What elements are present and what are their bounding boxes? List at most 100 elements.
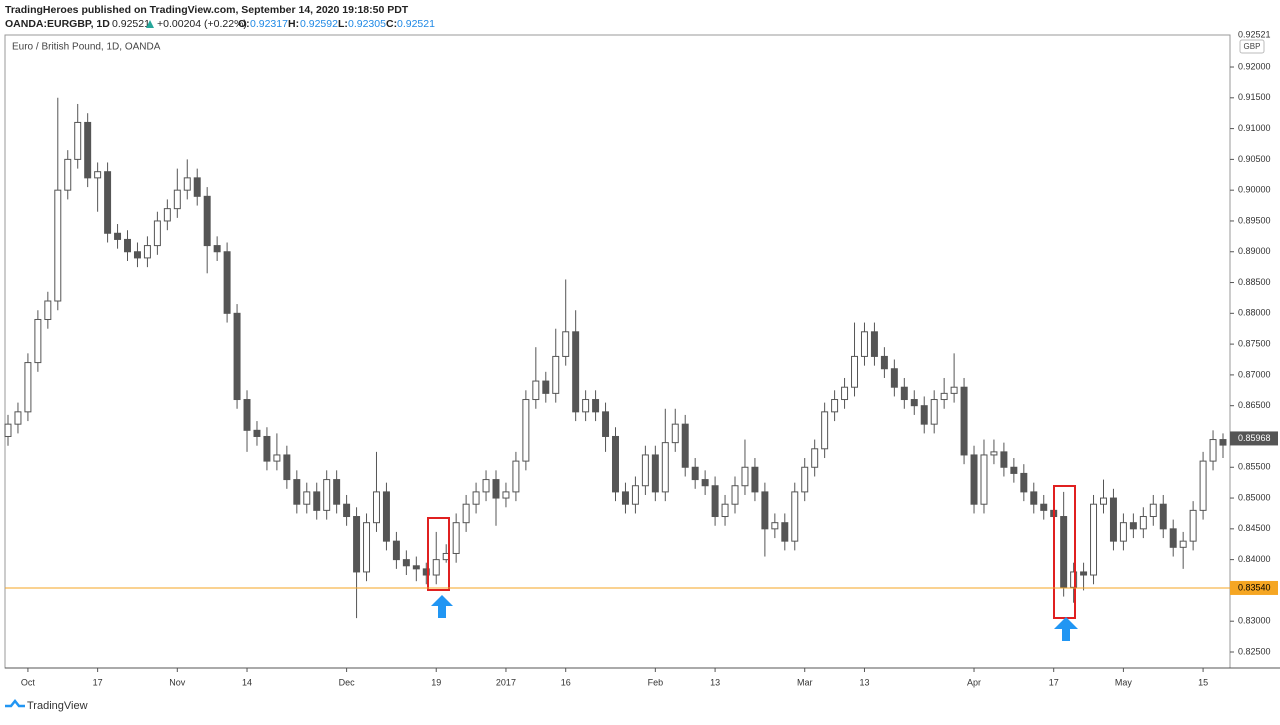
candle-body — [572, 331, 580, 413]
candle-body — [104, 171, 112, 234]
arrow-up — [431, 595, 453, 618]
candle-body — [1080, 571, 1088, 576]
y-tick-label: 0.90500 — [1238, 154, 1271, 164]
y-tick-label: 0.87500 — [1238, 338, 1271, 348]
candle-body — [681, 423, 689, 468]
y-tick-label: 0.90000 — [1238, 185, 1271, 195]
candle-body — [1030, 491, 1038, 505]
candle-body — [821, 411, 829, 450]
x-tick-label: 15 — [1198, 677, 1208, 687]
candle-body — [562, 331, 570, 357]
candle-body — [263, 435, 271, 462]
x-tick-label: 17 — [93, 677, 103, 687]
candle-body — [950, 386, 958, 394]
y-tick-label: 0.89000 — [1238, 246, 1271, 256]
candle-body — [592, 399, 600, 413]
candle-body — [482, 479, 490, 493]
candle-body — [612, 435, 619, 493]
y-tick-label: 0.91000 — [1238, 123, 1271, 133]
x-tick-label: 19 — [431, 677, 441, 687]
candle-body — [472, 491, 480, 505]
candle-body — [651, 454, 659, 493]
candle-body — [542, 380, 550, 394]
candle-body — [621, 491, 629, 505]
candle-body — [980, 454, 988, 505]
up-arrow-icon — [146, 20, 154, 28]
candle-body — [303, 491, 311, 505]
candle-body — [1199, 460, 1207, 511]
candle-body — [811, 448, 819, 468]
candle-body — [970, 454, 978, 505]
high-value: 0.92592 — [300, 18, 338, 30]
y-tick-label: 0.84000 — [1238, 554, 1271, 564]
chart-title: Euro / British Pound, 1D, OANDA — [12, 42, 161, 53]
candle-body — [492, 479, 500, 499]
x-tick-label: 16 — [561, 677, 571, 687]
candle-body — [1219, 439, 1227, 446]
candle-body — [691, 466, 699, 481]
candles — [4, 97, 1227, 619]
open-label: O: — [238, 18, 250, 30]
level-label: 0.83540 — [1238, 582, 1271, 592]
candle-body — [801, 466, 809, 493]
candle-body — [1000, 451, 1008, 468]
candle-body — [900, 386, 908, 401]
candle-body — [1060, 516, 1068, 588]
candle-body — [14, 411, 22, 425]
publisher-line: TradingHeroes published on TradingView.c… — [5, 4, 409, 16]
x-tick-label: 13 — [859, 677, 869, 687]
candle-body — [1020, 472, 1028, 493]
y-tick-label: 0.86500 — [1238, 400, 1271, 410]
symbol: OANDA:EURGBP, 1D — [5, 18, 110, 30]
candle-body — [203, 195, 211, 247]
candle-body — [990, 451, 998, 456]
candle-body — [791, 491, 799, 542]
candle-body — [1109, 497, 1117, 542]
candle-body — [711, 485, 719, 518]
candle-body — [223, 251, 231, 314]
candle-body — [1040, 503, 1048, 511]
candle-body — [193, 177, 201, 197]
candle-body — [1119, 522, 1127, 542]
candle-body — [661, 442, 669, 493]
candle-body — [831, 399, 839, 413]
candle-body — [532, 380, 540, 401]
x-tick-label: Apr — [967, 677, 981, 687]
candle-body — [133, 251, 141, 259]
candle-body — [751, 466, 759, 493]
low-label: L: — [338, 18, 348, 30]
candle-body — [1129, 522, 1137, 530]
y-tick-label: 0.83000 — [1238, 616, 1271, 626]
candle-body — [402, 559, 410, 567]
candle-body — [522, 399, 530, 462]
candle-body — [363, 522, 371, 573]
footer-brand: TradingView — [27, 700, 88, 712]
y-tick-label: 0.89500 — [1238, 215, 1271, 225]
candle-body — [124, 238, 131, 253]
candle-body — [1139, 516, 1147, 530]
y-tick-label: 0.85000 — [1238, 492, 1271, 502]
candle-body — [1149, 503, 1157, 518]
candle-body — [273, 454, 281, 462]
candle-body — [781, 522, 789, 542]
candle-body — [1090, 503, 1098, 576]
candle-body — [552, 355, 560, 394]
candle-body — [183, 177, 191, 191]
candle-body — [253, 429, 261, 437]
candle-body — [1209, 439, 1217, 462]
candle-body — [64, 158, 72, 191]
x-tick-label: Dec — [339, 677, 356, 687]
y-tick-label: 0.91500 — [1238, 92, 1271, 102]
candle-body — [860, 331, 868, 357]
currency-box — [1239, 39, 1265, 54]
candle-body — [920, 405, 928, 425]
candle-body — [74, 121, 82, 160]
candle-body — [631, 485, 639, 505]
level-label-box — [1230, 580, 1278, 595]
candle-body — [243, 399, 251, 431]
x-tick-label: Nov — [169, 677, 186, 687]
x-tick-label: 14 — [242, 677, 252, 687]
candle-body — [910, 399, 918, 407]
